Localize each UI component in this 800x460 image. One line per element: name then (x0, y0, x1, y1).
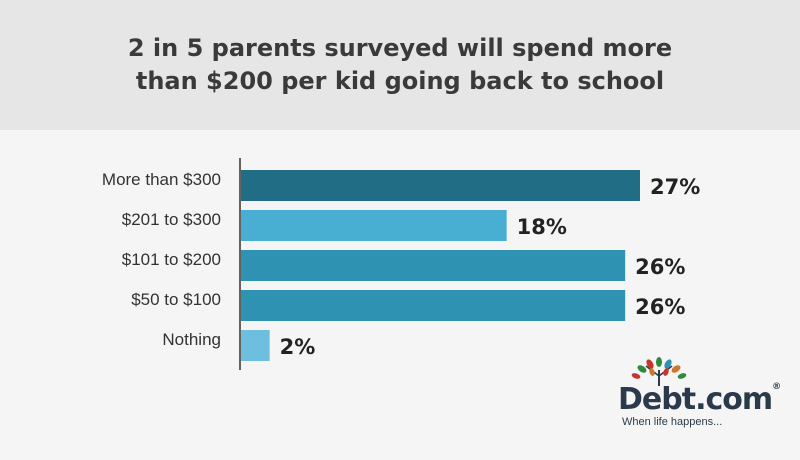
bar[interactable] (241, 170, 640, 201)
bar[interactable] (241, 330, 270, 361)
category-label: $50 to $100 (131, 290, 221, 309)
tree-logo-icon (631, 357, 687, 386)
chart-title-line-1: 2 in 5 parents surveyed will spend more (127, 34, 673, 62)
logo-wordmark: Debt.com® (618, 382, 782, 417)
chart-title: 2 in 5 parents surveyed will spend more … (0, 32, 800, 98)
bar[interactable] (241, 210, 507, 241)
title-banner (0, 0, 800, 130)
category-label: $101 to $200 (122, 250, 221, 269)
category-label: Nothing (162, 330, 221, 349)
category-label: More than $300 (102, 170, 221, 189)
bar[interactable] (241, 290, 626, 321)
bar[interactable] (241, 250, 626, 281)
data-label: 27% (650, 175, 700, 199)
data-label: 2% (280, 335, 316, 359)
logo-tagline: When life happens... (622, 416, 723, 428)
debt-com-logo[interactable]: Debt.com® When life happens... (618, 356, 781, 436)
category-label: $201 to $300 (122, 210, 221, 229)
data-label: 26% (635, 255, 685, 279)
data-label: 18% (517, 215, 567, 239)
bar-chart: More than $300 27% $201 to $300 18% $101 to … (102, 158, 700, 370)
data-label: 26% (635, 295, 685, 319)
chart-title-line-2: than $200 per kid going back to school (135, 67, 665, 95)
